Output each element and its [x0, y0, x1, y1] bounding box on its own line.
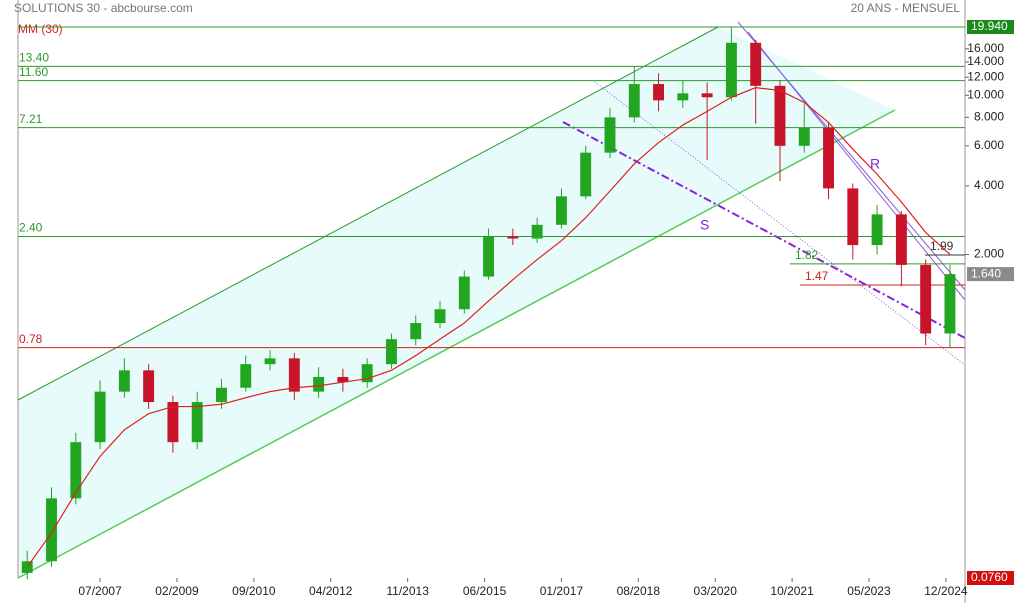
candle-body — [944, 274, 956, 334]
level-label: 0.78 — [19, 332, 43, 346]
level-label: 2.40 — [19, 221, 43, 235]
candle-body — [555, 196, 567, 225]
candle-body — [46, 498, 57, 562]
y-tick-label: 10.000 — [967, 87, 1004, 101]
candle-body — [531, 224, 543, 239]
moving-average — [26, 87, 951, 568]
candle-body — [118, 370, 130, 392]
candle-body — [774, 85, 786, 146]
price-tag-label: 0.0760 — [971, 570, 1008, 584]
price-tag — [967, 20, 1014, 34]
candle-body — [458, 276, 470, 310]
annotation: S — [700, 217, 709, 233]
level-label: 11.60 — [19, 65, 48, 79]
chart-title: SOLUTIONS 30 - abcbourse.com — [14, 1, 193, 15]
y-tick-label: 6.000 — [974, 138, 1004, 152]
candle-body — [798, 127, 810, 146]
candle-body — [580, 152, 592, 197]
candle-body — [628, 84, 640, 118]
x-tick-label: 08/2018 — [617, 584, 661, 598]
x-tick-label: 07/2007 — [78, 584, 122, 598]
support-line — [562, 121, 966, 339]
level-label: 7.21 — [19, 112, 43, 126]
x-tick-label: 03/2020 — [694, 584, 738, 598]
candle-body — [701, 93, 713, 98]
candle-body — [337, 376, 349, 383]
y-tick-label: 12.000 — [967, 69, 1004, 83]
candle-body — [653, 84, 665, 101]
candle-body — [264, 358, 276, 365]
price-tag — [967, 571, 1014, 585]
candle-body — [895, 214, 907, 265]
x-tick-label: 02/2009 — [155, 584, 199, 598]
candle-body — [507, 236, 519, 239]
candle-body — [167, 402, 179, 443]
channel-upper — [17, 26, 719, 401]
candle-body — [677, 93, 689, 101]
candle-body — [847, 188, 859, 246]
candle-body — [21, 561, 33, 573]
x-tick-label: 06/2015 — [463, 584, 507, 598]
candle-body — [216, 387, 227, 403]
chart-subtitle: 20 ANS - MENSUEL — [851, 1, 961, 15]
price-tag — [967, 267, 1014, 282]
candle-body — [94, 391, 106, 443]
candle-body — [143, 370, 155, 403]
x-tick-label: 04/2012 — [309, 584, 353, 598]
level-label: 13.40 — [19, 50, 49, 64]
candle-body — [288, 358, 300, 392]
candle-body — [725, 42, 737, 98]
short-level-label: 1.47 — [805, 269, 829, 283]
legend-entry: MM (30) — [18, 22, 63, 36]
annotation: R — [870, 156, 880, 172]
y-tick-label: 8.000 — [974, 110, 1004, 124]
candle-body — [434, 309, 446, 324]
candle-body — [191, 402, 203, 443]
candle-body — [750, 42, 762, 86]
price-tag-label: 19.940 — [971, 19, 1008, 33]
candle-body — [361, 364, 373, 383]
x-tick-label: 01/2017 — [540, 584, 584, 598]
candle-body — [410, 323, 422, 340]
x-tick-label: 12/2024 — [924, 584, 968, 598]
candle-body — [920, 264, 932, 334]
channel-fill — [18, 27, 895, 578]
short-level-label: 1.99 — [930, 239, 954, 253]
x-tick-label: 09/2010 — [232, 584, 276, 598]
candle-body — [70, 442, 82, 499]
candle-body — [483, 236, 495, 277]
price-tag-label: 1.640 — [971, 266, 1001, 280]
candle-body — [823, 127, 834, 189]
y-tick-label: 14.000 — [967, 54, 1004, 68]
x-tick-label: 11/2013 — [386, 584, 429, 598]
y-tick-label: 2.000 — [974, 247, 1004, 261]
short-level-label: 1.82 — [795, 248, 819, 262]
x-tick-label: 05/2023 — [847, 584, 891, 598]
candle-body — [871, 214, 883, 246]
y-tick-label: 16.000 — [967, 41, 1004, 55]
channel-lower — [17, 109, 896, 579]
y-tick-label: 4.000 — [974, 178, 1004, 192]
candle-body — [604, 117, 616, 153]
x-tick-label: 10/2021 — [770, 584, 814, 598]
candle-body — [385, 339, 397, 365]
candle-body — [240, 364, 252, 388]
candle-body — [313, 376, 325, 392]
